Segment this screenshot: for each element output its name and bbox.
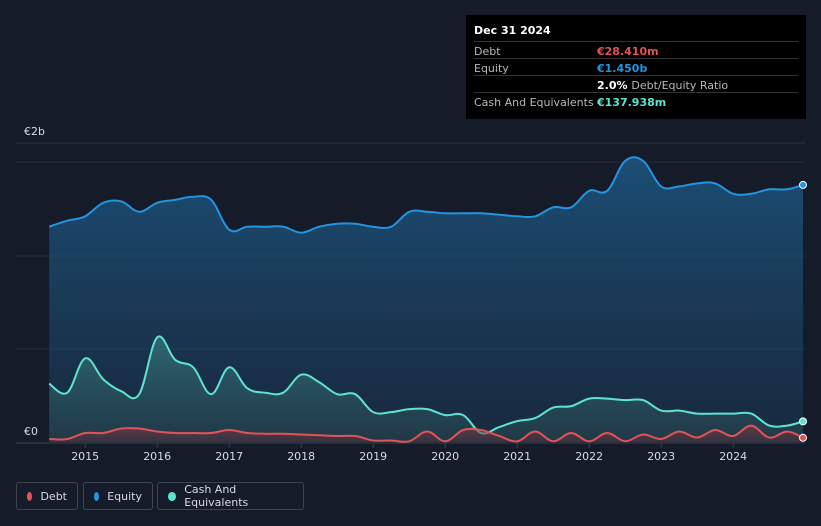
- debt-end-point: [799, 433, 807, 442]
- debt-dot-icon: [27, 491, 33, 501]
- tooltip-ratio: 2.0% Debt/Equity Ratio: [597, 79, 728, 92]
- legend-equity-label: Equity: [107, 489, 142, 503]
- x-tick-label: 2022: [575, 450, 603, 463]
- tooltip-row-ratio: 2.0% Debt/Equity Ratio: [474, 75, 798, 92]
- y-axis-label-top: €2b: [24, 125, 45, 138]
- equity-area: [49, 157, 803, 442]
- legend-equity-toggle[interactable]: Equity: [83, 482, 153, 510]
- x-tick-label: 2015: [71, 450, 99, 463]
- tooltip-cash-label: Cash And Equivalents: [474, 96, 594, 109]
- legend-debt-toggle[interactable]: Debt: [16, 482, 78, 510]
- debt-area: [49, 425, 803, 442]
- cash-area: [49, 336, 803, 442]
- x-tick-label: 2017: [215, 450, 243, 463]
- cash-line: [48, 335, 804, 435]
- legend-cash-label: Cash And Equivalents: [184, 483, 249, 509]
- x-tick-label: 2019: [359, 450, 387, 463]
- x-tick-label: 2024: [719, 450, 747, 463]
- tooltip-debt-label: Debt: [474, 45, 501, 58]
- x-tick-label: 2018: [287, 450, 315, 463]
- tooltip-date: Dec 31 2024: [474, 24, 551, 37]
- debt-line: [49, 424, 804, 443]
- x-tick-label: 2023: [647, 450, 675, 463]
- tooltip-row-equity: Equity €1.450b: [474, 58, 798, 75]
- x-tick-label: 2016: [143, 450, 171, 463]
- x-tick-label: 2020: [431, 450, 459, 463]
- equity-line: [48, 156, 804, 234]
- cash-dot-icon: [168, 491, 177, 501]
- tooltip-equity-label: Equity: [474, 62, 509, 75]
- tooltip-ratio-label: Debt/Equity Ratio: [631, 79, 729, 92]
- tooltip-debt-value: €28.410m: [597, 45, 659, 58]
- tooltip-cash-value: €137.938m: [597, 96, 667, 109]
- x-tick-label: 2021: [503, 450, 531, 463]
- equity-end-point: [799, 180, 807, 189]
- tooltip: Dec 31 2024 Debt €28.410m Equity €1.450b…: [466, 15, 806, 119]
- y-axis-label-bottom: €0: [24, 425, 38, 438]
- tooltip-ratio-value: 2.0%: [597, 79, 628, 92]
- legend-cash-toggle[interactable]: Cash And Equivalents: [157, 482, 304, 510]
- cash-end-point: [799, 417, 807, 426]
- legend-debt-label: Debt: [40, 489, 67, 503]
- tooltip-row-cash: Cash And Equivalents €137.938m: [474, 92, 798, 109]
- tooltip-row-debt: Debt €28.410m: [474, 41, 798, 58]
- tooltip-equity-value: €1.450b: [597, 62, 648, 75]
- equity-dot-icon: [94, 491, 100, 501]
